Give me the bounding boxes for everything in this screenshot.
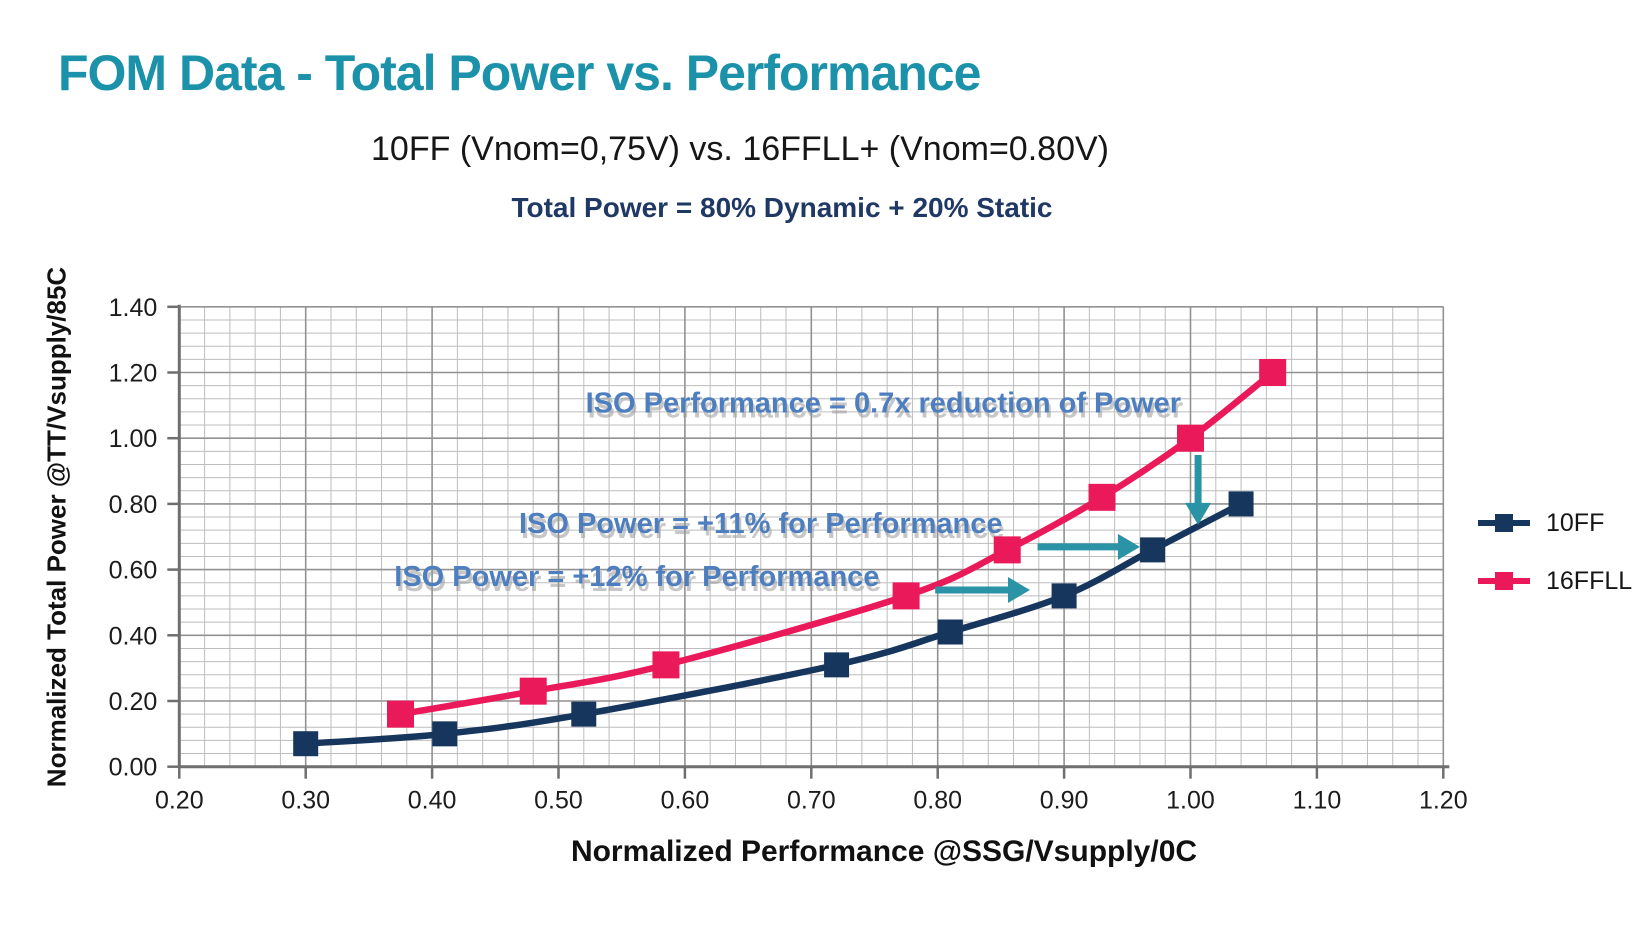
y-tick-label: 1.20 [109,360,158,388]
series-16ffll-marker [1259,359,1287,386]
iso-power-11-annotation: ISO Power = +11% for Performance [519,508,1003,540]
legend-item-16ffll: 16FFLL [1478,563,1632,599]
series-10ff [293,491,1254,757]
formula-caption: Total Power = 80% Dynamic + 20% Static [511,192,1053,223]
series-16ffll-marker [652,651,680,679]
series-16ffll-marker [993,536,1021,564]
series-10ff-marker [432,721,458,747]
series-10ff-marker [293,731,319,757]
series-16ffll-marker [519,677,547,705]
y-tick-label: 1.00 [109,425,158,453]
chart-annotations: ISO Performance = 0.7x reduction of Powe… [394,388,1183,598]
x-tick-label: 0.70 [787,787,836,815]
iso-power-12-arrow [935,576,1030,603]
series-16ffll [387,359,1287,728]
iso-performance-annotation-shadow: ISO Performance = 0.7x reduction of Powe… [588,393,1184,425]
series-10ff-line [302,500,1245,747]
series-16ffll-line [397,369,1276,718]
series-10ff-marker [1051,583,1077,609]
y-tick-label: 0.00 [109,754,158,782]
x-tick-label: 1.10 [1293,787,1342,815]
iso-performance-arrow [1185,454,1212,525]
x-tick-label: 0.80 [913,787,962,815]
iso-power-12-annotation-shadow: ISO Power = +12% for Performance [396,566,881,598]
y-tick-label: 0.40 [109,622,158,650]
series-10ff-marker [824,652,850,678]
legend-label: 16FFLL [1546,566,1633,595]
legend-marker-icon [1478,572,1530,590]
x-axis-title: Normalized Performance @SSG/Vsupply/0C [570,835,1198,868]
series-16ffll-marker [1088,483,1116,511]
x-tick-label: 1.00 [1166,787,1215,815]
iso-power-11-arrow [1037,533,1140,560]
legend-item-10ff: 10FF [1478,505,1604,541]
series-16ffll-marker [1177,424,1204,452]
page-title: FOM Data - Total Power vs. Performance [58,45,981,101]
y-tick-label: 0.60 [109,557,158,585]
comparison-arrows [935,454,1212,603]
page-subtitle: 10FF (Vnom=0,75V) vs. 16FFLL+ (Vnom=0.80… [371,130,1109,168]
y-tick-label: 1.40 [109,294,158,322]
x-tick-label: 1.20 [1419,787,1468,815]
series-16ffll-marker [892,582,920,610]
x-tick-label: 0.30 [281,787,330,815]
legend-label: 10FF [1546,508,1605,537]
x-tick-label: 0.40 [408,787,457,815]
series-10ff-marker [1140,537,1166,563]
y-axis-title: Normalized Total Power @TT/Vsupply/85C [41,266,72,788]
x-tick-labels: 0.20 0.30 0.40 0.50 0.60 0.70 0.80 0.90 1.00 1.10… [155,787,1468,815]
iso-power-11-annotation-shadow: ISO Power = +11% for Performance [521,513,1005,545]
x-tick-label: 0.20 [155,787,204,815]
x-tick-label: 0.50 [534,787,583,815]
x-tick-label: 0.90 [1040,787,1089,815]
iso-power-12-annotation: ISO Power = +12% for Performance [394,561,879,593]
axes [167,304,1450,779]
y-tick-label: 0.20 [109,688,158,716]
series-16ffll-marker [387,700,414,728]
series-10ff-marker [1228,491,1254,517]
x-tick-label: 0.60 [661,787,710,815]
series-10ff-marker [571,701,597,727]
y-tick-label: 0.80 [109,491,158,519]
legend-marker-icon [1478,514,1530,532]
series-10ff-marker [937,619,963,645]
y-tick-labels: 0.00 0.20 0.40 0.60 0.80 1.00 1.20 1.40 [109,294,158,782]
iso-performance-annotation: ISO Performance = 0.7x reduction of Powe… [586,388,1182,420]
